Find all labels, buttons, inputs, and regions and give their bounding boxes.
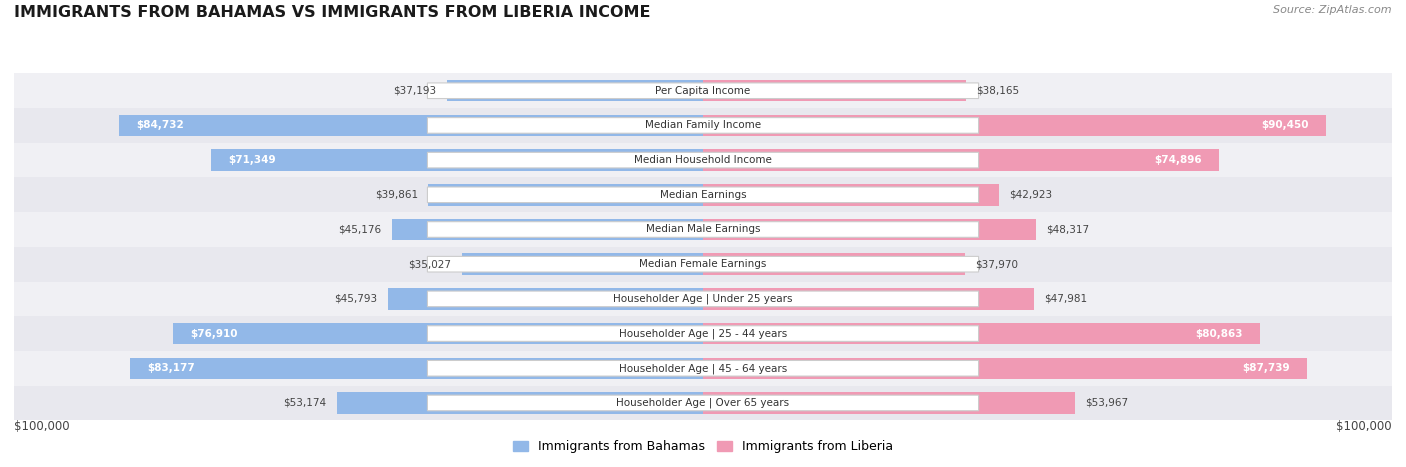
Text: Source: ZipAtlas.com: Source: ZipAtlas.com (1274, 5, 1392, 14)
FancyBboxPatch shape (427, 291, 979, 307)
Text: $38,165: $38,165 (976, 86, 1019, 96)
FancyBboxPatch shape (427, 326, 979, 341)
Bar (447, 80, 703, 101)
Text: $48,317: $48,317 (1046, 225, 1090, 234)
Text: $37,970: $37,970 (974, 259, 1018, 269)
Text: $53,967: $53,967 (1085, 398, 1128, 408)
Bar (14, 212, 1392, 247)
Bar (703, 184, 998, 205)
Bar (392, 219, 703, 240)
Bar (129, 358, 703, 379)
Text: $100,000: $100,000 (14, 420, 70, 433)
Bar (14, 73, 1392, 108)
Bar (388, 288, 703, 310)
Bar (173, 323, 703, 344)
Bar (703, 115, 1326, 136)
FancyBboxPatch shape (427, 395, 979, 411)
Legend: Immigrants from Bahamas, Immigrants from Liberia: Immigrants from Bahamas, Immigrants from… (508, 435, 898, 459)
Text: Householder Age | Over 65 years: Householder Age | Over 65 years (616, 398, 790, 408)
Text: $39,861: $39,861 (375, 190, 418, 200)
Bar (14, 351, 1392, 386)
Bar (336, 392, 703, 414)
Bar (14, 108, 1392, 143)
FancyBboxPatch shape (427, 256, 979, 272)
Text: $47,981: $47,981 (1043, 294, 1087, 304)
FancyBboxPatch shape (427, 187, 979, 203)
Bar (211, 149, 703, 171)
Bar (703, 323, 1260, 344)
Text: $83,177: $83,177 (148, 363, 195, 373)
Bar (14, 316, 1392, 351)
Bar (703, 80, 966, 101)
Bar (703, 288, 1033, 310)
FancyBboxPatch shape (427, 222, 979, 237)
Text: $90,450: $90,450 (1261, 120, 1309, 130)
Bar (703, 358, 1308, 379)
FancyBboxPatch shape (427, 361, 979, 376)
FancyBboxPatch shape (427, 152, 979, 168)
Text: Median Male Earnings: Median Male Earnings (645, 225, 761, 234)
Text: $37,193: $37,193 (394, 86, 436, 96)
Text: $84,732: $84,732 (136, 120, 184, 130)
Bar (14, 386, 1392, 420)
Text: $74,896: $74,896 (1154, 155, 1202, 165)
Text: IMMIGRANTS FROM BAHAMAS VS IMMIGRANTS FROM LIBERIA INCOME: IMMIGRANTS FROM BAHAMAS VS IMMIGRANTS FR… (14, 5, 651, 20)
Text: $76,910: $76,910 (190, 329, 238, 339)
Text: $45,793: $45,793 (335, 294, 377, 304)
Text: $87,739: $87,739 (1243, 363, 1291, 373)
Text: Median Female Earnings: Median Female Earnings (640, 259, 766, 269)
Bar (14, 247, 1392, 282)
Bar (461, 254, 703, 275)
Text: $53,174: $53,174 (283, 398, 326, 408)
Text: Householder Age | 25 - 44 years: Householder Age | 25 - 44 years (619, 328, 787, 339)
Text: $35,027: $35,027 (408, 259, 451, 269)
Text: Householder Age | 45 - 64 years: Householder Age | 45 - 64 years (619, 363, 787, 374)
Bar (429, 184, 703, 205)
Text: Median Earnings: Median Earnings (659, 190, 747, 200)
Text: Median Household Income: Median Household Income (634, 155, 772, 165)
Bar (14, 177, 1392, 212)
Text: $100,000: $100,000 (1336, 420, 1392, 433)
Text: Median Family Income: Median Family Income (645, 120, 761, 130)
Bar (703, 392, 1074, 414)
Text: $42,923: $42,923 (1010, 190, 1052, 200)
FancyBboxPatch shape (427, 83, 979, 99)
Text: $80,863: $80,863 (1195, 329, 1243, 339)
Bar (703, 219, 1036, 240)
Bar (14, 282, 1392, 316)
Bar (14, 143, 1392, 177)
Bar (703, 254, 965, 275)
Text: $45,176: $45,176 (339, 225, 381, 234)
Text: Householder Age | Under 25 years: Householder Age | Under 25 years (613, 294, 793, 304)
Text: $71,349: $71,349 (229, 155, 277, 165)
Bar (120, 115, 703, 136)
Bar (703, 149, 1219, 171)
Text: Per Capita Income: Per Capita Income (655, 86, 751, 96)
FancyBboxPatch shape (427, 118, 979, 133)
